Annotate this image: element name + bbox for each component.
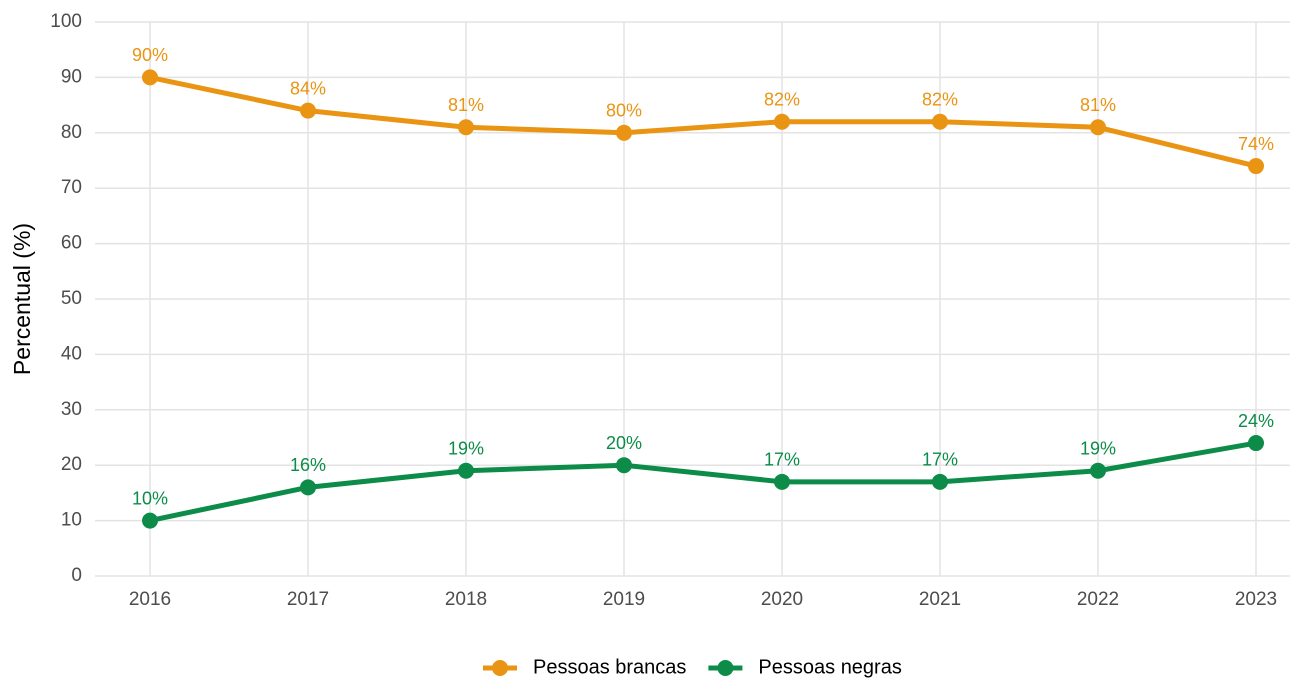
data-label: 24% xyxy=(1238,411,1274,431)
data-label: 16% xyxy=(290,455,326,475)
y-tick-label: 100 xyxy=(50,11,82,32)
x-tick-label: 2020 xyxy=(761,589,803,610)
x-tick-label: 2016 xyxy=(129,589,171,610)
series-line xyxy=(149,440,1257,524)
data-point xyxy=(458,119,474,136)
data-point xyxy=(616,457,632,474)
data-point xyxy=(774,473,790,490)
data-point xyxy=(142,69,158,86)
y-tick-label: 70 xyxy=(61,177,82,198)
y-tick-label: 20 xyxy=(61,454,82,475)
legend-swatch xyxy=(492,660,508,676)
legend-swatch xyxy=(717,660,734,676)
data-point xyxy=(1090,462,1106,479)
y-tick-label: 40 xyxy=(61,343,82,364)
x-tick-label: 2019 xyxy=(603,589,645,610)
data-label: 19% xyxy=(1080,438,1116,458)
data-point xyxy=(774,113,790,130)
y-axis-label: Percentual (%) xyxy=(9,223,35,375)
data-label: 17% xyxy=(764,450,800,470)
data-label: 84% xyxy=(290,78,326,98)
x-tick-label: 2021 xyxy=(919,589,961,610)
data-label: 20% xyxy=(606,433,642,453)
data-label: 74% xyxy=(1238,134,1274,154)
data-point xyxy=(932,113,948,130)
y-tick-label: 10 xyxy=(61,510,82,531)
legend-label: Pessoas negras xyxy=(758,656,901,678)
x-tick-label: 2022 xyxy=(1077,589,1119,610)
data-point xyxy=(1090,119,1106,136)
data-point xyxy=(300,102,316,119)
data-label: 19% xyxy=(448,438,484,458)
data-label: 80% xyxy=(606,101,642,121)
y-tick-label: 90 xyxy=(61,66,82,87)
y-tick-label: 30 xyxy=(61,399,82,420)
y-tick-label: 80 xyxy=(61,122,82,143)
series-line xyxy=(149,74,1257,169)
data-label: 82% xyxy=(764,89,800,109)
data-point xyxy=(1248,435,1264,452)
legend-label: Pessoas brancas xyxy=(533,656,686,678)
data-point xyxy=(300,479,316,496)
data-label: 90% xyxy=(132,45,168,65)
x-tick-label: 2018 xyxy=(445,589,487,610)
data-label: 82% xyxy=(922,89,958,109)
data-point xyxy=(458,462,474,479)
y-tick-label: 60 xyxy=(61,233,82,254)
data-point xyxy=(1248,158,1264,175)
data-point xyxy=(142,512,158,529)
data-point xyxy=(616,124,632,141)
data-label: 81% xyxy=(1080,95,1116,115)
data-point xyxy=(932,473,948,490)
y-tick-label: 50 xyxy=(61,288,82,309)
y-tick-label: 0 xyxy=(71,565,82,586)
data-label: 10% xyxy=(132,488,168,508)
x-tick-label: 2017 xyxy=(287,589,329,610)
data-label: 81% xyxy=(448,95,484,115)
x-tick-label: 2023 xyxy=(1235,589,1277,610)
data-label: 17% xyxy=(922,450,958,470)
